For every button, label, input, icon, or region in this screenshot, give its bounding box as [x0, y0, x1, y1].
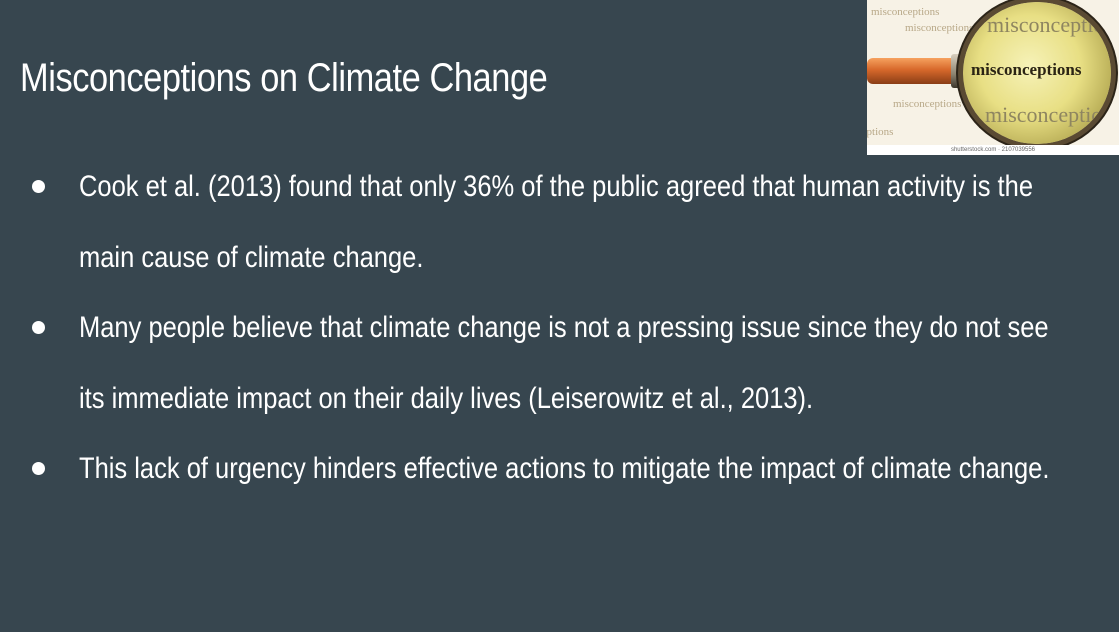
bullet-list: Cook et al. (2013) found that only 36% o…	[0, 152, 1119, 505]
bullet-text: This lack of urgency hinders effective a…	[79, 452, 1050, 485]
background-word: misconceptions	[905, 22, 974, 34]
bullet-item: This lack of urgency hinders effective a…	[0, 434, 1119, 505]
magnifier-lens-icon: misconceptions misconceptions misconcept…	[963, 2, 1111, 144]
bullet-dot-icon	[32, 180, 45, 193]
bullet-dot-icon	[32, 321, 45, 334]
background-word: misconceptions	[893, 98, 962, 110]
image-credit-bar: shutterstock.com · 2107039556	[867, 145, 1119, 155]
background-word: misconceptions	[871, 6, 940, 18]
bullet-dot-icon	[32, 462, 45, 475]
slide-title: Misconceptions on Climate Change	[20, 56, 548, 100]
bullet-item: Cook et al. (2013) found that only 36% o…	[0, 152, 1119, 293]
lens-magnified-word: misconceptions	[971, 60, 1082, 79]
image-credit: shutterstock.com · 2107039556	[950, 147, 1036, 153]
lens-background-word: misconceptions	[987, 12, 1111, 37]
background-word: misconceptions	[867, 126, 894, 138]
misconceptions-magnifier-image: misconceptions misconceptions misconcept…	[867, 0, 1119, 155]
bullet-text: Cook et al. (2013) found that only 36% o…	[79, 170, 1034, 274]
bullet-item: Many people believe that climate change …	[0, 293, 1119, 434]
magnifier-handle	[867, 58, 967, 84]
lens-background-word: misconceptions	[985, 102, 1111, 127]
bullet-text: Many people believe that climate change …	[79, 311, 1049, 415]
